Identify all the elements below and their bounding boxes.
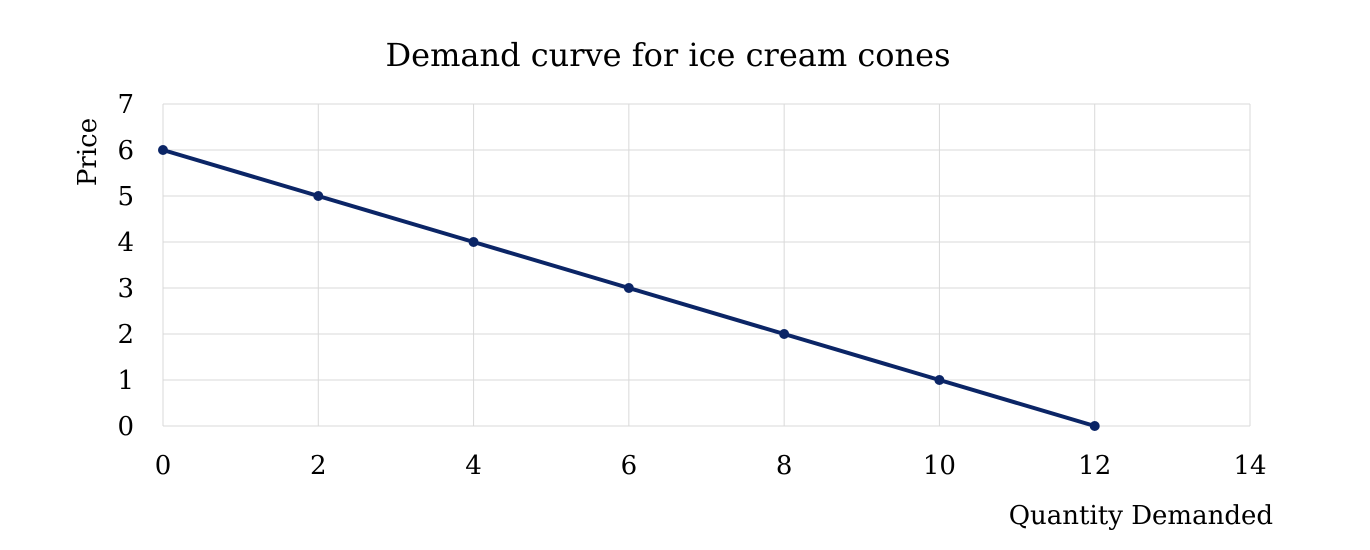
x-tick-label: 4 xyxy=(465,451,482,481)
data-point xyxy=(623,283,634,293)
y-tick-label: 2 xyxy=(117,320,134,350)
x-tick-label: 8 xyxy=(776,451,793,481)
x-tick-label: 0 xyxy=(155,451,172,481)
x-tick-label: 12 xyxy=(1078,451,1111,481)
x-axis-ticks: 0 2 4 6 8 10 12 14 xyxy=(155,451,1267,481)
data-point xyxy=(1089,421,1100,431)
data-point xyxy=(779,329,790,339)
x-tick-label: 6 xyxy=(621,451,638,481)
x-tick-label: 10 xyxy=(923,451,956,481)
x-axis-label: Quantity Demanded xyxy=(1009,501,1273,531)
x-tick-label: 14 xyxy=(1233,451,1266,481)
data-point xyxy=(468,237,479,247)
y-tick-label: 6 xyxy=(117,136,134,166)
grid xyxy=(162,103,1251,427)
series xyxy=(158,145,1100,431)
data-point xyxy=(934,375,945,385)
y-tick-label: 7 xyxy=(117,90,134,120)
data-point xyxy=(158,145,168,155)
y-tick-label: 3 xyxy=(117,274,134,304)
y-tick-label: 0 xyxy=(117,412,134,442)
chart-title: Demand curve for ice cream cones xyxy=(385,36,950,74)
data-point xyxy=(313,191,324,201)
y-tick-label: 4 xyxy=(117,228,134,258)
y-tick-label: 5 xyxy=(117,182,134,212)
y-axis-ticks: 0 1 2 3 4 5 6 7 xyxy=(117,90,134,442)
y-tick-label: 1 xyxy=(117,366,134,396)
y-axis-label: Price xyxy=(73,118,103,186)
x-tick-label: 2 xyxy=(310,451,327,481)
